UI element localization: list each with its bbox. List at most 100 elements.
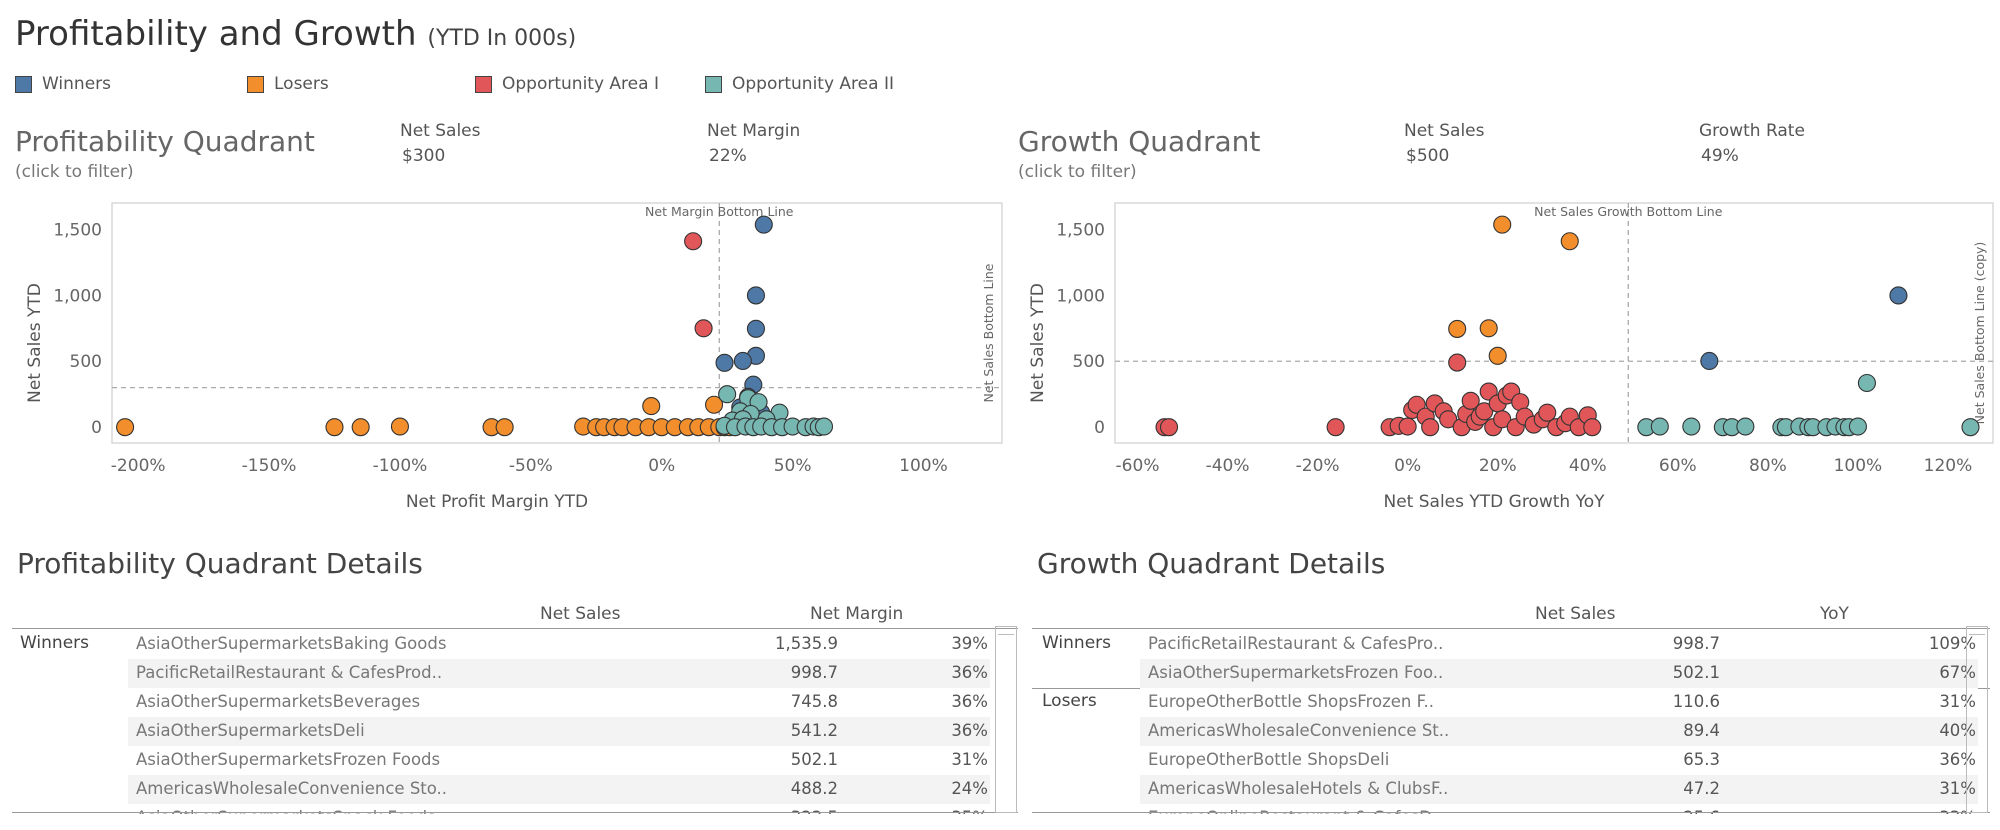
vertical-scrollbar[interactable]	[1966, 626, 1988, 813]
row-net-sales: 541.2	[790, 721, 838, 740]
row-name: EuropeOnlineRestaurant & CafesD..	[1148, 808, 1442, 814]
y-tick-label: 1,000	[1056, 286, 1105, 306]
table-row[interactable]: EuropeOtherBottle ShopsDeli 65.3 36%	[1140, 746, 1978, 775]
data-point[interactable]	[495, 418, 514, 437]
table-row[interactable]: EuropeOnlineRestaurant & CafesD.. 25.6 33%	[1140, 804, 1978, 814]
table-row[interactable]: AsiaOtherSupermarketsDeli 541.2 36%	[128, 717, 990, 746]
data-point[interactable]	[1848, 417, 1867, 436]
data-point[interactable]	[1560, 232, 1579, 251]
legend-item-losers[interactable]: Losers	[247, 74, 329, 94]
table-row[interactable]: AmericasWholesaleConvenience Sto.. 488.2 2…	[128, 775, 990, 804]
legend-label-winners: Winners	[42, 74, 112, 94]
data-point[interactable]	[733, 351, 752, 371]
data-point[interactable]	[1583, 418, 1602, 437]
data-point[interactable]	[351, 418, 370, 437]
table-row[interactable]: AsiaOtherSupermarketsSnack Foods 322.5 35%	[128, 804, 990, 814]
legend-swatch-winners	[15, 75, 32, 93]
legend-item-winners[interactable]: Winners	[15, 74, 111, 94]
x-tick-label: 0%	[1394, 456, 1421, 476]
data-point[interactable]	[1889, 286, 1908, 305]
table-row[interactable]: AsiaOtherSupermarketsFrozen Foo.. 502.1 67…	[1140, 659, 1978, 688]
row-name: AmericasWholesaleConvenience Sto..	[136, 779, 448, 798]
x-tick-label: -100%	[373, 456, 428, 476]
column-header-metric[interactable]: Net Margin	[810, 604, 904, 624]
row-net-sales: 47.2	[1683, 779, 1720, 798]
row-metric: 36%	[951, 663, 988, 682]
growth-quadrant-title: Growth Quadrant	[1018, 125, 1261, 158]
table-row[interactable]: AmericasWholesaleHotels & ClubsF.. 47.2 31…	[1140, 775, 1978, 804]
data-point[interactable]	[746, 319, 765, 338]
data-point[interactable]	[754, 215, 773, 234]
data-point[interactable]	[1398, 417, 1417, 436]
row-net-sales: 998.7	[790, 663, 838, 682]
growth-kpi-net-sales-label: Net Sales	[1404, 121, 1485, 141]
data-point[interactable]	[1461, 391, 1480, 410]
column-header-net-sales[interactable]: Net Sales	[540, 604, 621, 624]
x-axis-label: Net Profit Margin YTD	[406, 492, 588, 512]
header-divider	[1032, 628, 1990, 629]
growth-click-hint: (click to filter)	[1018, 162, 1137, 182]
data-point[interactable]	[1448, 319, 1467, 338]
data-point[interactable]	[116, 418, 135, 437]
table-row[interactable]: EuropeOtherBottle ShopsFrozen F.. 110.6 31…	[1140, 688, 1978, 717]
x-tick-label: 20%	[1479, 456, 1517, 476]
data-point[interactable]	[1538, 403, 1557, 422]
horizontal-reference-label: Net Sales Bottom Line (copy)	[1972, 242, 1987, 425]
data-point[interactable]	[746, 286, 765, 305]
data-point[interactable]	[1421, 418, 1440, 437]
data-point[interactable]	[1448, 353, 1467, 372]
x-tick-label: 50%	[774, 456, 812, 476]
table-row[interactable]: AmericasWholesaleConvenience St.. 89.4 40%	[1140, 717, 1978, 746]
table-row[interactable]: AsiaOtherSupermarketsBaking Goods 1,535.9…	[128, 630, 990, 659]
data-point[interactable]	[1493, 410, 1512, 429]
data-point[interactable]	[1439, 410, 1458, 429]
data-point[interactable]	[1479, 319, 1498, 338]
data-point[interactable]	[642, 397, 661, 416]
data-point[interactable]	[684, 232, 703, 251]
data-point[interactable]	[715, 353, 734, 372]
data-point[interactable]	[694, 319, 713, 338]
table-row[interactable]: PacificRetailRestaurant & CafesPro.. 998.…	[1140, 630, 1978, 659]
column-header-net-sales[interactable]: Net Sales	[1535, 604, 1616, 624]
data-point[interactable]	[1736, 417, 1755, 436]
data-point[interactable]	[1961, 418, 1980, 437]
scrollbar-thumb[interactable]	[998, 629, 1014, 635]
table-bottom-border	[12, 812, 1018, 813]
legend-item-opportunity-area-1[interactable]: Opportunity Area I	[475, 74, 659, 94]
y-tick-label: 500	[1073, 352, 1105, 372]
table-row[interactable]: AsiaOtherSupermarketsFrozen Foods 502.1 31…	[128, 746, 990, 775]
data-point[interactable]	[1700, 351, 1719, 371]
x-tick-label: -150%	[242, 456, 297, 476]
plot-frame	[1114, 202, 1994, 444]
data-point[interactable]	[1159, 418, 1179, 437]
growth-scatter-chart[interactable]: 0 500 1,000 1,500 -60% -40% -20% 0% 20% 40% 60% 80%…	[1005, 195, 2000, 525]
data-point[interactable]	[718, 385, 737, 404]
table-row[interactable]: AsiaOtherSupermarketsBeverages 745.8 36%	[128, 688, 990, 717]
row-net-sales: 502.1	[790, 750, 838, 769]
scrollbar-thumb[interactable]	[1969, 629, 1985, 635]
data-point[interactable]	[705, 395, 724, 414]
plot-frame	[111, 202, 1003, 444]
data-point[interactable]	[325, 418, 344, 437]
legend-item-opportunity-area-2[interactable]: Opportunity Area II	[705, 74, 894, 94]
data-point[interactable]	[1650, 417, 1669, 436]
row-name: EuropeOtherBottle ShopsFrozen F..	[1148, 692, 1434, 711]
vertical-scrollbar[interactable]	[995, 626, 1017, 813]
data-point[interactable]	[1488, 346, 1507, 365]
profitability-scatter-chart[interactable]: 0 500 1,000 1,500 -200% -150% -100% -50% 0% 50% 10…	[0, 195, 1005, 525]
data-point[interactable]	[1326, 418, 1345, 437]
series-losers	[116, 395, 739, 437]
x-tick-label: 40%	[1569, 456, 1607, 476]
data-point[interactable]	[1857, 373, 1876, 393]
data-point[interactable]	[1682, 417, 1701, 436]
table-row[interactable]: PacificRetailRestaurant & CafesProd.. 998…	[128, 659, 990, 688]
series-losers	[1448, 215, 1579, 365]
data-point[interactable]	[1493, 215, 1512, 234]
data-point[interactable]	[390, 417, 409, 436]
x-tick-label: 60%	[1659, 456, 1697, 476]
data-point[interactable]	[814, 417, 834, 436]
profitability-details-title: Profitability Quadrant Details	[17, 547, 423, 580]
legend-label-losers: Losers	[274, 74, 329, 94]
column-header-metric[interactable]: YoY	[1820, 604, 1849, 624]
data-point[interactable]	[1475, 402, 1494, 421]
